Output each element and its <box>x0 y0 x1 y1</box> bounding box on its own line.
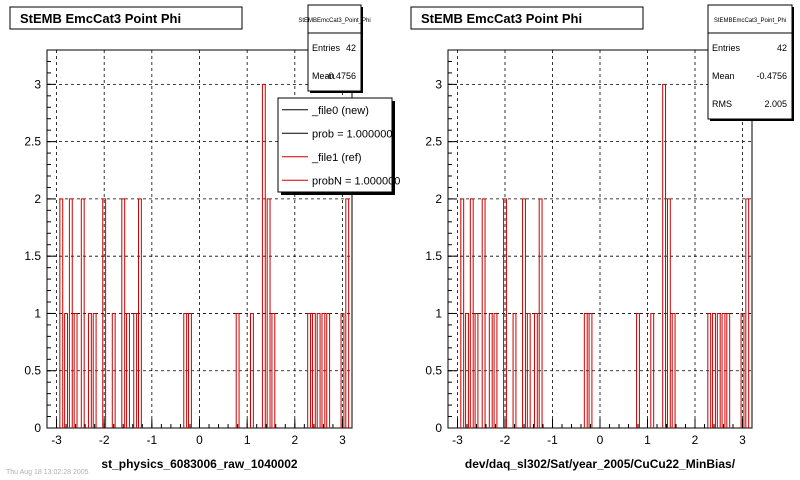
x-tick-label: -2 <box>500 433 511 447</box>
stats-box-frame <box>307 4 362 92</box>
y-tick-label: 0 <box>34 421 41 435</box>
y-tick-label: 0 <box>435 421 442 435</box>
y-tick-label: 2.5 <box>425 135 442 149</box>
y-tick-label: 3 <box>435 77 442 91</box>
x-tick-label: -3 <box>51 433 62 447</box>
x-tick-label: -2 <box>99 433 110 447</box>
histogram-series-1 <box>460 83 750 428</box>
x-tick-label: 3 <box>739 433 746 447</box>
legend-entry-label: _file1 (ref) <box>311 152 362 164</box>
chart-title: StEMB EmcCat3 Point Phi <box>20 11 181 26</box>
legend-box: _file0 (new) prob = 1.000000 _file1 (ref) p… <box>277 97 400 195</box>
x-tick-label: -1 <box>547 433 558 447</box>
histogram-panel-1: -3 -2 -1 0 1 2 3 0 0.5 1 1.5 2 2.5 3 st_physics_608300… <box>9 4 400 471</box>
stats-label: RMS <box>712 99 732 109</box>
stats-value: 42 <box>346 43 356 53</box>
legend-entry-label: probN = 1.000000 <box>312 175 400 187</box>
x-tick-label: -1 <box>147 433 158 447</box>
legend-frame <box>277 97 393 193</box>
stats-box: StEMBEmcCat3_Point_Phi Entries 42 Mean-0.47… <box>298 4 371 93</box>
stats-value: -0.4756 <box>325 71 356 81</box>
stats-value: 2.005 <box>764 99 787 109</box>
x-tick-label: 0 <box>597 433 604 447</box>
x-tick-label: 1 <box>644 433 651 447</box>
x-tick-label: 2 <box>692 433 699 447</box>
stats-label: Mean <box>312 71 335 81</box>
y-tick-label: 1.5 <box>24 249 41 263</box>
legend-entry-label: _file0 (new) <box>311 105 369 117</box>
stats-value: -0.4756 <box>756 71 787 81</box>
stats-value: 42 <box>777 43 787 53</box>
x-axis-label: st_physics_6083006_raw_1040002 <box>101 457 297 471</box>
x-tick-label: 0 <box>196 433 203 447</box>
stats-label: Entries <box>312 43 341 53</box>
stats-label: Mean <box>712 71 735 81</box>
title-box <box>410 6 644 30</box>
y-tick-label: 2 <box>34 192 41 206</box>
legend-entry-label: prob = 1.000000 <box>312 128 392 140</box>
y-tick-label: 0.5 <box>425 364 442 378</box>
y-tick-label: 2.5 <box>24 135 41 149</box>
stats-box-title: StEMBEmcCat3_Point_Phi <box>298 18 370 24</box>
footer-timestamp: Thu Aug 18 13:02:28 2005 <box>6 469 89 476</box>
y-tick-label: 1 <box>34 306 41 320</box>
x-tick-label: 2 <box>291 433 298 447</box>
histogram-panel-2: -3 -2 -1 0 1 2 300.511.522.53dev/daq_sl302/Sat… <box>410 4 794 471</box>
y-tick-label: 1.5 <box>425 249 442 263</box>
x-tick-label: 3 <box>339 433 346 447</box>
x-tick-label: 1 <box>244 433 251 447</box>
stats-label: Entries <box>712 43 741 53</box>
chart-title: StEMB EmcCat3 Point Phi <box>421 11 582 26</box>
y-tick-label: 3 <box>34 77 41 91</box>
stats-box: StEMBEmcCat3_Point_Phi Entries 42 Mean -0.47… <box>707 4 794 121</box>
x-tick-label: -3 <box>452 433 463 447</box>
title-box <box>9 6 243 30</box>
y-tick-label: 0.5 <box>24 364 41 378</box>
y-tick-label: 1 <box>435 306 442 320</box>
y-tick-label: 2 <box>435 192 442 206</box>
stats-box-title: StEMBEmcCat3_Point_Phi <box>714 18 786 24</box>
histogram-series-1 <box>59 83 350 428</box>
stats-box-frame <box>707 4 793 120</box>
x-axis-label: dev/daq_sl302/Sat/year_2005/CuCu22_MinBi… <box>465 457 736 471</box>
